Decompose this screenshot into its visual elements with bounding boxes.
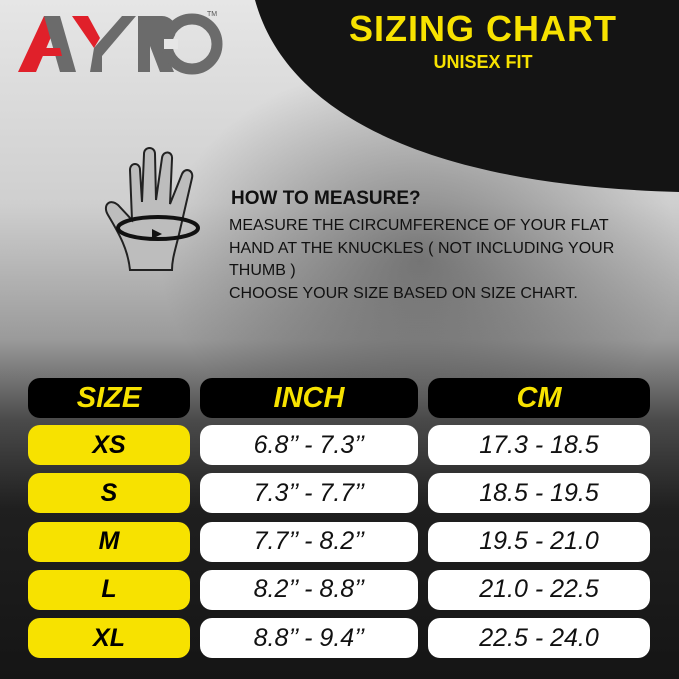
hand-measure-icon — [104, 147, 200, 271]
header-inch: INCH — [200, 378, 418, 418]
cm-cell: 18.5 - 19.5 — [428, 473, 650, 514]
cm-cell: 22.5 - 24.0 — [428, 618, 650, 659]
page-subtitle: UNISEX FIT — [433, 52, 533, 72]
instruction-line: MEASURE THE CIRCUMFERENCE OF YOUR FLAT — [229, 217, 609, 234]
instruction-line: THUMB ) — [229, 262, 296, 279]
header-size: SIZE — [28, 378, 190, 418]
page-title: SIZING CHART — [349, 8, 617, 49]
inch-cell: 7.3’’ - 7.7’’ — [200, 473, 418, 514]
cm-cell: 21.0 - 22.5 — [428, 569, 650, 610]
instruction-line: CHOOSE YOUR SIZE BASED ON SIZE CHART. — [229, 284, 578, 302]
cm-cell: 19.5 - 21.0 — [428, 521, 650, 562]
inch-cell: 6.8’’ - 7.3’’ — [200, 425, 418, 465]
how-to-measure-text: MEASURE THE CIRCUMFERENCE OF YOUR FLAT H… — [229, 215, 674, 305]
ayro-logo: TM — [18, 11, 223, 75]
size-cell: XS — [28, 425, 190, 465]
size-cell: M — [28, 521, 190, 562]
how-to-measure-heading: HOW TO MEASURE? — [231, 188, 421, 209]
inch-cell: 8.8’’ - 9.4’’ — [200, 618, 418, 659]
header-cm: CM — [428, 378, 650, 418]
trademark: TM — [207, 11, 217, 18]
header-dark-curve — [255, 0, 679, 192]
size-cell: L — [28, 569, 190, 610]
inch-cell: 8.2’’ - 8.8’’ — [200, 569, 418, 610]
size-cell: S — [28, 473, 190, 514]
cm-cell: 17.3 - 18.5 — [428, 425, 650, 465]
inch-cell: 7.7’’ - 8.2’’ — [200, 521, 418, 562]
size-cell: XL — [28, 618, 190, 659]
instruction-line: HAND AT THE KNUCKLES ( NOT INCLUDING YOU… — [229, 239, 615, 257]
